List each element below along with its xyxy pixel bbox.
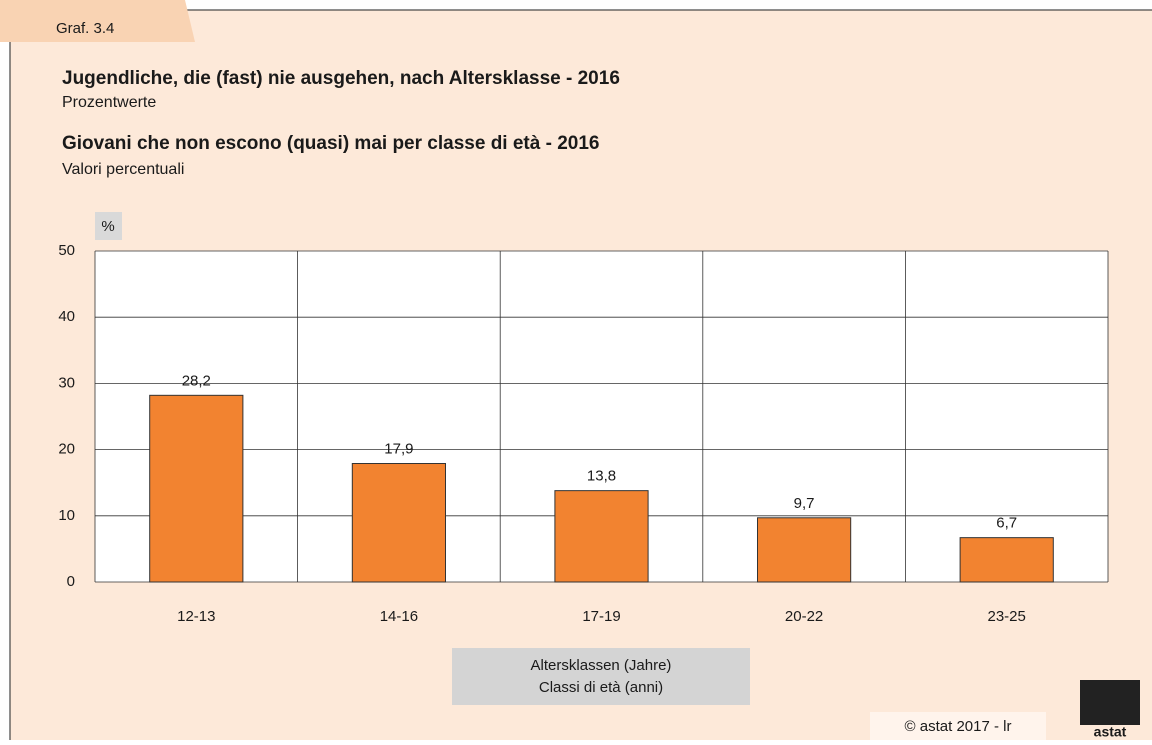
- x-tick-label: 17-19: [582, 608, 620, 625]
- bar: [959, 537, 1054, 583]
- x-tick-label: 23-25: [988, 608, 1026, 625]
- x-axis-label: Classi di età (anni): [539, 679, 663, 696]
- bar: [554, 490, 649, 583]
- chart-title: Jugendliche, die (fast) nie ausgehen, na…: [62, 68, 620, 89]
- data-label: 28,2: [182, 372, 211, 389]
- chart-subtitle: Prozentwerte: [62, 94, 156, 111]
- y-tick-label: 40: [58, 308, 75, 325]
- bar: [149, 394, 244, 583]
- x-tick-label: 12-13: [177, 608, 215, 625]
- data-label: 6,7: [996, 515, 1017, 532]
- chart-subtitle-it: Valori percentuali: [62, 161, 184, 178]
- x-axis-label: Altersklassen (Jahre): [531, 657, 672, 674]
- y-tick-label: 50: [58, 242, 75, 259]
- logo-mark: [1080, 680, 1140, 725]
- logo: astat: [1094, 724, 1127, 740]
- x-tick-label: 14-16: [380, 608, 418, 625]
- y-tick-label: 30: [58, 374, 75, 391]
- figure-label: Graf. 3.4: [56, 20, 114, 37]
- chart-title-it: Giovani che non escono (quasi) mai per c…: [62, 133, 599, 154]
- y-unit: %: [101, 218, 114, 235]
- y-tick-label: 20: [58, 441, 75, 458]
- tab: [0, 0, 195, 42]
- x-tick-label: 20-22: [785, 608, 823, 625]
- bar: [351, 463, 446, 583]
- y-tick-label: 0: [67, 573, 75, 590]
- data-label: 9,7: [794, 495, 815, 512]
- source: © astat 2017 - lr: [905, 718, 1012, 735]
- y-tick-label: 10: [58, 507, 75, 524]
- bar: [757, 517, 852, 583]
- data-label: 17,9: [384, 440, 413, 457]
- source-box: [870, 712, 1046, 740]
- data-label: 13,8: [587, 468, 616, 485]
- x-label-box: [452, 648, 750, 705]
- unit-box: [95, 212, 122, 240]
